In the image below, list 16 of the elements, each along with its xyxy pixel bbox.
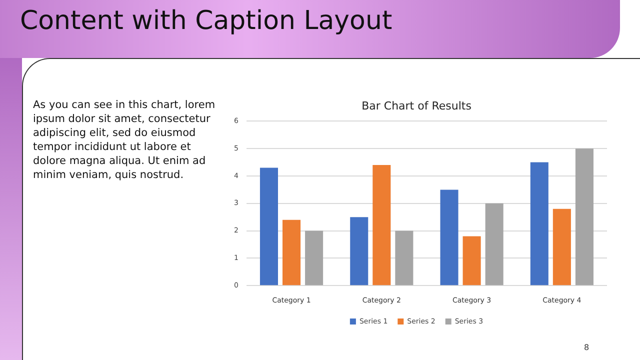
text: 8 — [584, 343, 590, 352]
bar — [575, 148, 594, 286]
text: As you can see in this chart, lorem ipsum dolor sit amet, consectetur adipiscing elit, sed do eiusmod tempor incididunt ut labore et dolore magna aliqua. Ut enim ad minim veniam, quis nostrud. — [33, 98, 216, 182]
bar — [530, 162, 548, 286]
bar — [440, 190, 458, 286]
bar — [305, 230, 324, 286]
bar — [462, 236, 481, 286]
bar — [282, 220, 301, 286]
bar — [260, 168, 278, 286]
bar — [485, 203, 504, 286]
bar — [395, 230, 414, 286]
bar — [372, 165, 391, 286]
chart-title: Bar Chart of Results — [362, 99, 472, 112]
bar — [350, 217, 368, 286]
text: Content with Caption Layout — [20, 6, 392, 36]
bar — [552, 208, 571, 286]
